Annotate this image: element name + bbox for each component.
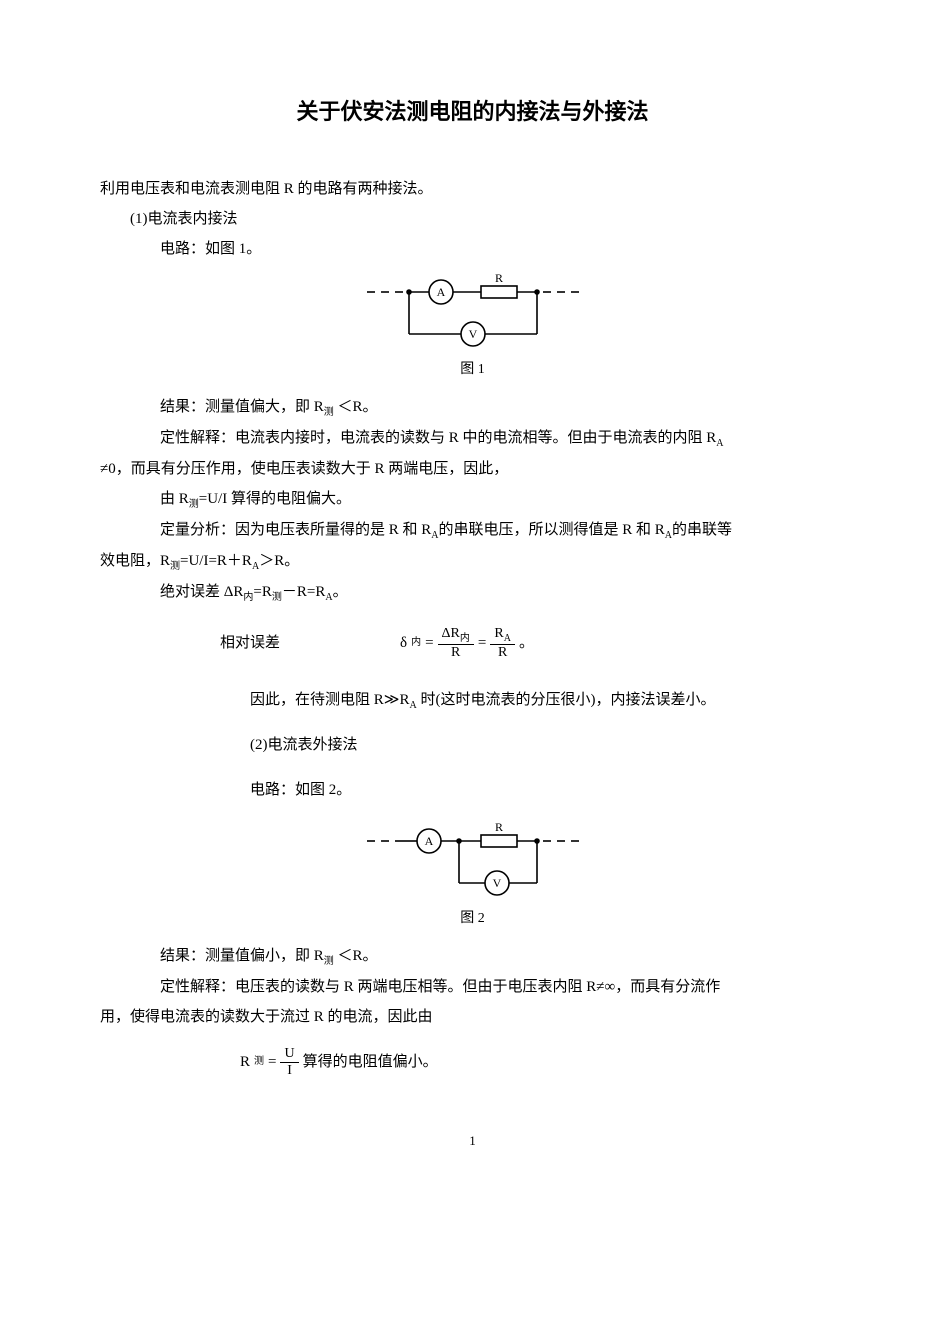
circuit-diagram-1: A V R — [100, 272, 845, 352]
text: ＜R。 — [334, 399, 378, 415]
num-text: U — [280, 1046, 298, 1062]
equals: = — [478, 628, 486, 658]
text: =U/I=R＋R — [180, 553, 252, 569]
text: =R — [253, 584, 271, 600]
sec1-abs-error: 绝对误差 ΔR内=R测－R=RA。 — [100, 577, 845, 608]
subscript: A — [409, 700, 416, 711]
subscript: 测 — [254, 1052, 264, 1072]
sec2-formula: R测 = U I 算得的电阻值偏小。 — [240, 1046, 845, 1078]
section1-heading: (1)电流表内接法 — [100, 204, 845, 234]
equals: = — [425, 628, 433, 658]
sec2-qualitative-line2: 用，使得电流表的读数大于流过 R 的电流，因此由 — [100, 1002, 845, 1032]
section2-circuit-ref: 电路：如图 2。 — [250, 768, 845, 813]
sec1-qualitative-line3: 由 R测=U/I 算得的电阻偏大。 — [100, 484, 845, 515]
sec1-quant-line2: 效电阻，R测=U/I=R＋RA＞R。 — [100, 546, 845, 577]
sec1-result: 结果：测量值偏大，即 R测 ＜R。 — [100, 392, 845, 423]
subscript: A — [716, 438, 723, 449]
subscript: A — [665, 530, 672, 541]
resistor-label: R — [494, 272, 502, 285]
sec1-qualitative-line2: ≠0，而具有分压作用，使电压表读数大于 R 两端电压，因此， — [100, 454, 845, 484]
subscript: 测 — [189, 499, 199, 510]
section1-circuit-ref: 电路：如图 1。 — [100, 234, 845, 264]
text: 。 — [333, 584, 348, 600]
tail: 。 — [519, 628, 534, 658]
circuit-diagram-2: A V R — [100, 821, 845, 901]
sec1-qualitative-line1: 定性解释：电流表内接时，电流表的读数与 R 中的电流相等。但由于电流表的内阻 R… — [100, 423, 845, 454]
num-text: R — [494, 626, 503, 641]
circuit2-caption: 图 2 — [100, 905, 845, 933]
fraction: U I — [280, 1046, 298, 1078]
lhs: R — [240, 1047, 250, 1077]
subscript: 测 — [324, 407, 334, 418]
resistor-label: R — [494, 821, 502, 834]
subscript: 内 — [460, 633, 470, 644]
rel-error-label: 相对误差 — [220, 628, 400, 658]
den-text: R — [494, 645, 511, 660]
text: 定量分析：因为电压表所量得的是 R 和 R — [160, 522, 431, 538]
voltmeter-label: V — [468, 327, 477, 341]
text: 由 R — [160, 491, 189, 507]
page-number: 1 — [100, 1128, 845, 1154]
subscript: 测 — [170, 561, 180, 572]
subscript: 测 — [324, 956, 334, 967]
subscript: A — [325, 592, 332, 603]
den-text: R — [447, 645, 464, 660]
intro-paragraph: 利用电压表和电流表测电阻 R 的电路有两种接法。 — [100, 174, 845, 204]
circuit1-caption: 图 1 — [100, 356, 845, 384]
den-text: I — [283, 1063, 296, 1078]
subscript: 内 — [243, 592, 253, 603]
text: 因此，在待测电阻 R≫R — [250, 692, 409, 708]
text: 绝对误差 ΔR — [160, 584, 243, 600]
text: 的串联电压，所以测得值是 R 和 R — [439, 522, 665, 538]
text: =U/I 算得的电阻偏大。 — [199, 491, 351, 507]
num-text: ΔR — [442, 626, 460, 641]
voltmeter-label: V — [492, 876, 501, 890]
text: 时(这时电流表的分压很小)，内接法误差小。 — [417, 692, 716, 708]
subscript: A — [431, 530, 438, 541]
text: ＜R。 — [334, 948, 378, 964]
page-title: 关于伏安法测电阻的内接法与外接法 — [100, 90, 845, 134]
rel-error-formula: δ内 = ΔR内 R = RA R 。 — [400, 626, 534, 660]
text: －R=R — [282, 584, 325, 600]
sec1-relative-error: 相对误差 δ内 = ΔR内 R = RA R 。 — [220, 626, 845, 660]
ammeter-label: A — [436, 285, 445, 299]
fraction: ΔR内 R — [438, 626, 474, 660]
text: 结果：测量值偏大，即 R — [160, 399, 324, 415]
equals: = — [268, 1047, 276, 1077]
section2-heading: (2)电流表外接法 — [250, 723, 845, 768]
text: 结果：测量值偏小，即 R — [160, 948, 324, 964]
sec1-quant-line1: 定量分析：因为电压表所量得的是 R 和 RA的串联电压，所以测得值是 R 和 R… — [100, 515, 845, 546]
subscript: 内 — [411, 633, 421, 653]
tail: 算得的电阻值偏小。 — [303, 1047, 438, 1077]
ammeter-label: A — [424, 834, 433, 848]
fraction: RA R — [490, 626, 515, 660]
sec2-result: 结果：测量值偏小，即 R测 ＜R。 — [100, 941, 845, 972]
text: 定性解释：电流表内接时，电流表的读数与 R 中的电流相等。但由于电流表的内阻 R — [160, 430, 716, 446]
delta: δ — [400, 628, 407, 658]
text: 的串联等 — [672, 522, 732, 538]
text: 效电阻，R — [100, 553, 170, 569]
subscript: 测 — [272, 592, 282, 603]
subscript: A — [504, 633, 511, 644]
sec1-conclusion: 因此，在待测电阻 R≫RA 时(这时电流表的分压很小)，内接法误差小。 — [250, 678, 845, 723]
text: ＞R。 — [259, 553, 299, 569]
sec2-qualitative-line1: 定性解释：电压表的读数与 R 两端电压相等。但由于电压表内阻 R≠∞，而具有分流… — [100, 972, 845, 1002]
